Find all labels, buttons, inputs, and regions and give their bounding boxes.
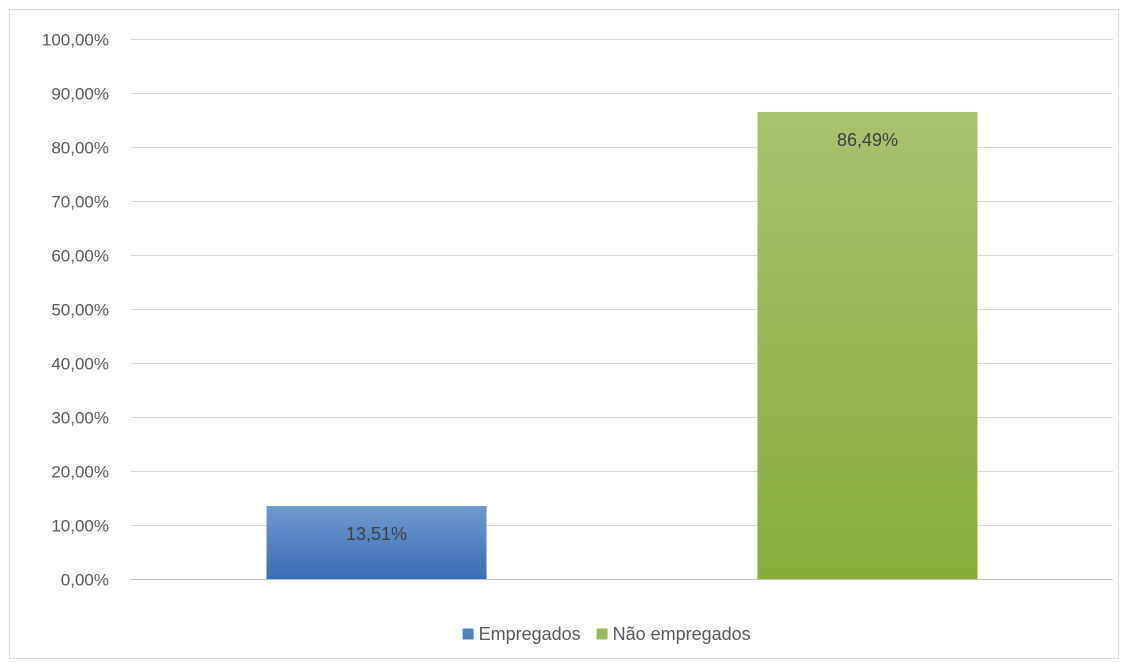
- bar-empregados: [266, 506, 487, 579]
- y-tick-label: 100,00%: [42, 31, 109, 50]
- data-label: 86,49%: [837, 130, 898, 150]
- bar-n-o-empregados: [757, 111, 978, 579]
- legend-item: Empregados: [462, 624, 581, 644]
- bars: [266, 111, 978, 579]
- y-tick-label: 60,00%: [51, 247, 109, 266]
- y-axis-tick-labels: 0,00% 10,00% 20,00% 30,00% 40,00% 50,00% 60,00…: [42, 31, 109, 590]
- y-tick-label: 70,00%: [51, 193, 109, 212]
- data-label: 13,51%: [346, 524, 407, 544]
- y-tick-label: 80,00%: [51, 139, 109, 158]
- legend-item: Não empregados: [596, 624, 751, 644]
- y-tick-label: 50,00%: [51, 301, 109, 320]
- y-tick-label: 30,00%: [51, 409, 109, 428]
- legend-label: Não empregados: [613, 624, 751, 644]
- y-tick-label: 90,00%: [51, 85, 109, 104]
- legend: Empregados Não empregados: [462, 624, 751, 644]
- y-tick-label: 0,00%: [61, 571, 109, 590]
- y-tick-label: 20,00%: [51, 463, 109, 482]
- y-tick-label: 10,00%: [51, 517, 109, 536]
- data-labels: 13,51% 86,49%: [346, 130, 898, 544]
- y-tick-label: 40,00%: [51, 355, 109, 374]
- legend-label: Empregados: [479, 624, 581, 644]
- legend-swatch: [462, 628, 474, 640]
- legend-swatch: [596, 628, 608, 640]
